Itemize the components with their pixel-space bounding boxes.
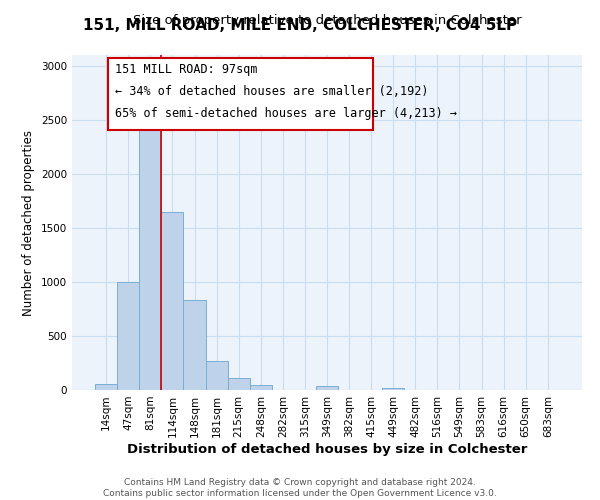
FancyBboxPatch shape xyxy=(108,58,373,130)
Text: 65% of semi-detached houses are larger (4,213) →: 65% of semi-detached houses are larger (… xyxy=(115,107,457,120)
Bar xyxy=(206,361,227,390)
Bar xyxy=(250,385,272,390)
Bar xyxy=(382,388,404,390)
Bar xyxy=(139,123,161,390)
Text: Contains HM Land Registry data © Crown copyright and database right 2024.
Contai: Contains HM Land Registry data © Crown c… xyxy=(103,478,497,498)
Text: ← 34% of detached houses are smaller (2,192): ← 34% of detached houses are smaller (2,… xyxy=(115,85,429,98)
Bar xyxy=(117,282,139,390)
Title: Size of property relative to detached houses in Colchester: Size of property relative to detached ho… xyxy=(133,14,521,28)
Bar xyxy=(184,300,206,390)
Bar xyxy=(161,212,184,390)
Text: 151 MILL ROAD: 97sqm: 151 MILL ROAD: 97sqm xyxy=(115,64,258,76)
Bar xyxy=(316,386,338,390)
Y-axis label: Number of detached properties: Number of detached properties xyxy=(22,130,35,316)
Bar xyxy=(227,378,250,390)
Text: 151, MILL ROAD, MILE END, COLCHESTER, CO4 5LP: 151, MILL ROAD, MILE END, COLCHESTER, CO… xyxy=(83,18,517,32)
Bar xyxy=(95,384,117,390)
X-axis label: Distribution of detached houses by size in Colchester: Distribution of detached houses by size … xyxy=(127,442,527,456)
